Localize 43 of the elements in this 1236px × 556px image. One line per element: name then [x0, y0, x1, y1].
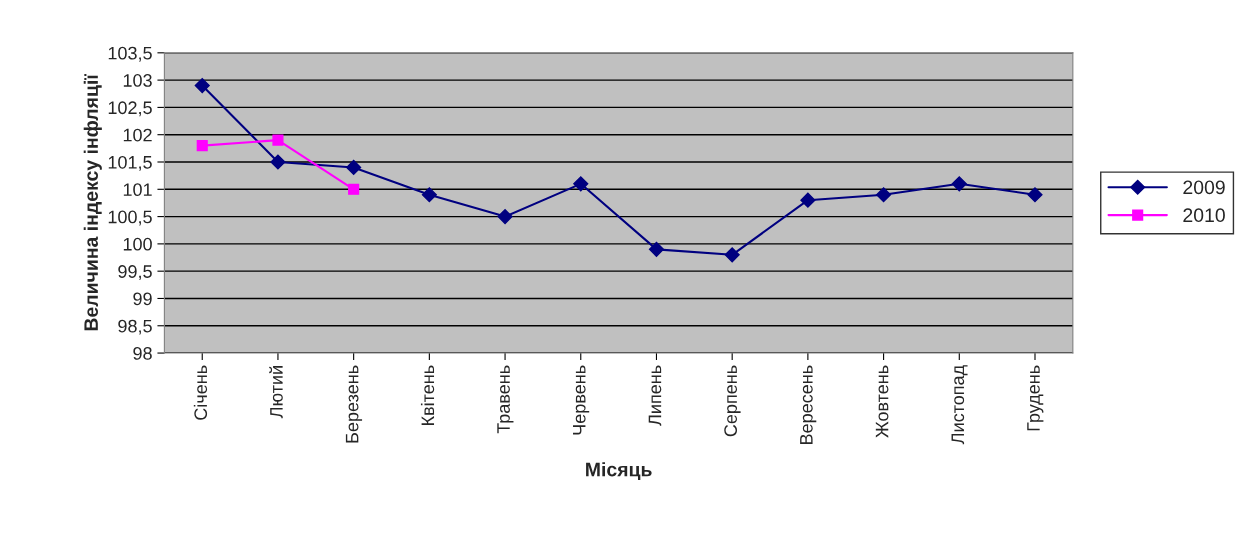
x-tick-label: Грудень — [1027, 365, 1044, 431]
y-tick-label: 100,5 — [108, 210, 152, 226]
point — [421, 187, 437, 203]
point — [800, 192, 816, 208]
x-tick-label: Листопад — [951, 365, 968, 445]
y-tick-label: 98 — [133, 346, 152, 360]
y-tick-label: 101 — [123, 183, 152, 197]
y-tick-label: 99 — [133, 292, 152, 306]
point — [876, 187, 892, 203]
point — [951, 176, 967, 192]
y-tick-label: 102 — [123, 128, 152, 142]
y-tick-label: 101,5 — [108, 155, 152, 171]
point — [194, 78, 210, 94]
point — [346, 159, 362, 176]
x-tick-label: Березень — [345, 365, 363, 443]
point — [270, 154, 286, 170]
y-tick-label: 99,5 — [118, 265, 152, 281]
point — [724, 247, 740, 263]
point — [1027, 187, 1043, 203]
point — [648, 241, 665, 257]
y-tick-label: 100 — [123, 237, 152, 251]
point — [196, 140, 208, 152]
point — [573, 176, 589, 192]
point — [348, 183, 360, 195]
y-tick-label: 102,5 — [108, 101, 152, 117]
x-tick-label: Липень — [648, 365, 662, 426]
point — [497, 209, 513, 225]
y-axis-title: Величина індексу інфляції — [83, 73, 102, 331]
x-axis-title: Місяць — [586, 462, 652, 481]
y-tick-label: 98,5 — [118, 319, 152, 335]
legend-label: 2009 — [1183, 180, 1225, 195]
x-tick-label: Червень — [573, 365, 590, 435]
x-tick-label: Жовтень — [875, 365, 889, 438]
x-tick-label: Квітень — [420, 365, 435, 425]
x-tick-label: Лютий — [269, 366, 283, 419]
y-tick-label: 103,5 — [108, 46, 152, 62]
y-tick-label: 103 — [123, 74, 152, 87]
x-tick-label: Вересень — [800, 365, 817, 444]
x-tick-label: Січень — [193, 365, 208, 420]
point — [272, 134, 284, 146]
x-tick-label: Травень — [497, 365, 514, 434]
legend-label: 2010 — [1183, 208, 1225, 223]
x-tick-label: Серпень — [724, 365, 741, 437]
